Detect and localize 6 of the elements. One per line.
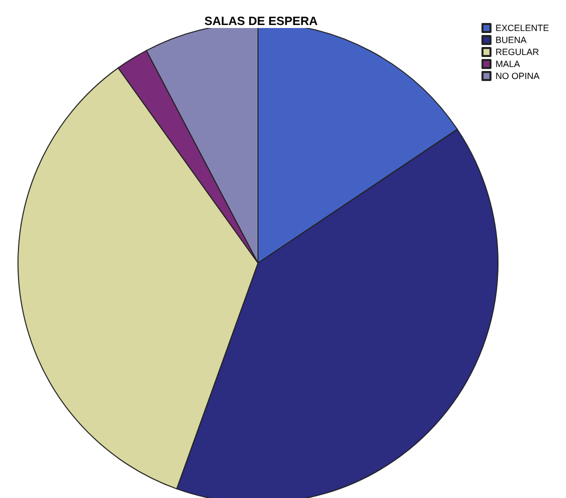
legend-label: MALA: [495, 59, 520, 69]
legend-label: EXCELENTE: [495, 23, 550, 33]
legend-label: BUENA: [495, 35, 526, 45]
legend-label: NO OPINA: [495, 71, 540, 81]
chart-title: SALAS DE ESPERA: [204, 14, 318, 28]
legend-label: REGULAR: [495, 47, 540, 57]
